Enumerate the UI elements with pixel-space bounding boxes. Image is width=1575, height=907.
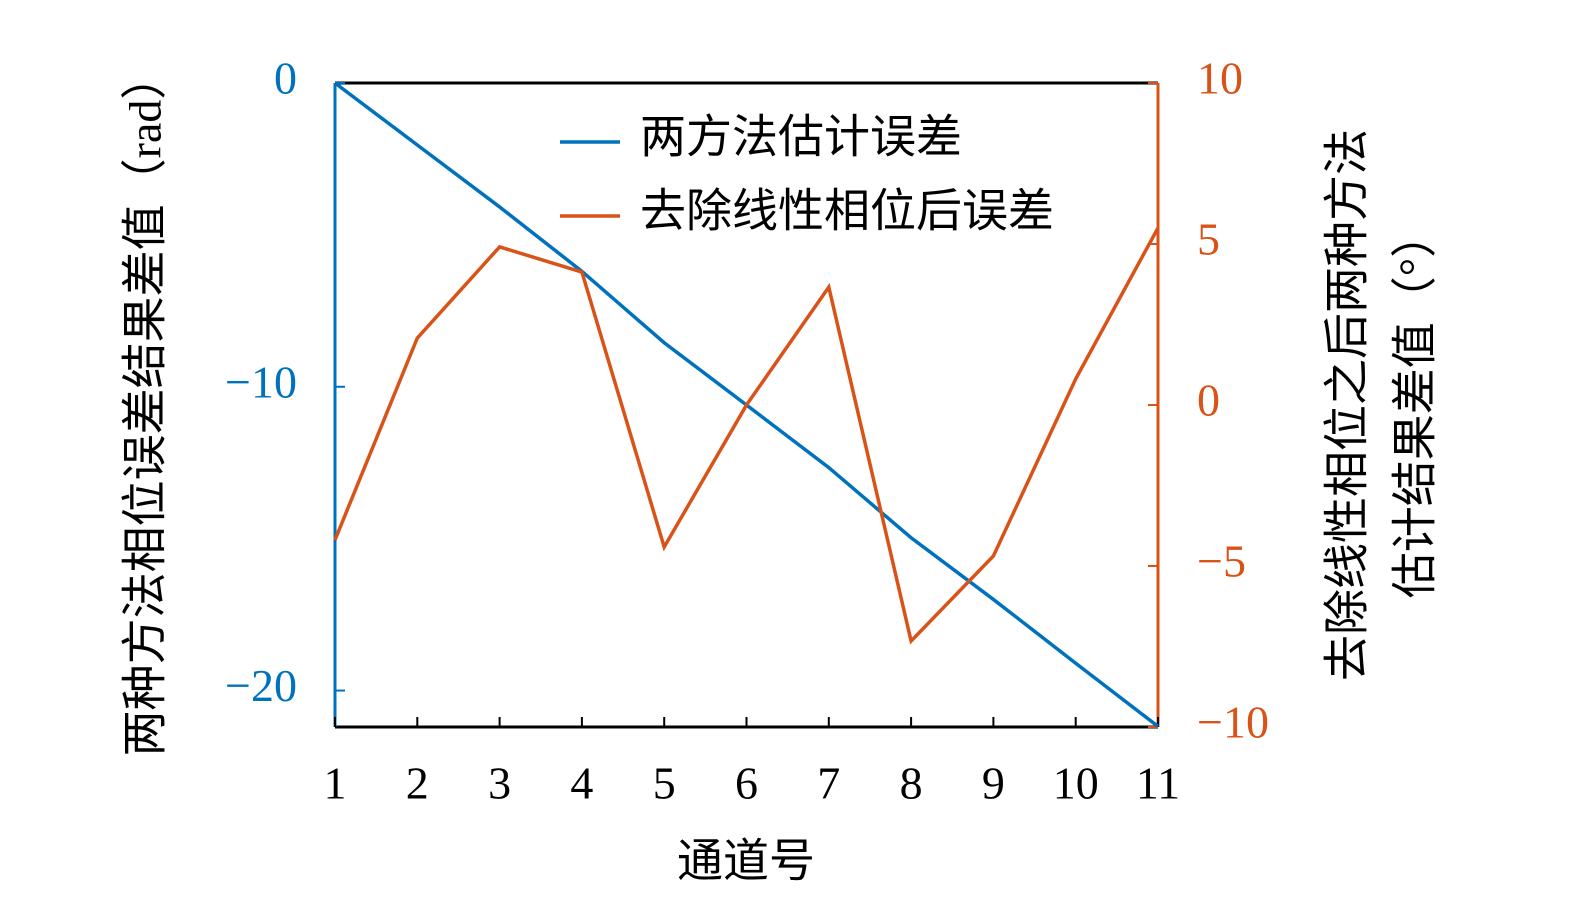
x-tick-label: 2 bbox=[406, 758, 429, 809]
y2-tick-label: −10 bbox=[1197, 697, 1269, 748]
y-tick-label: 0 bbox=[274, 53, 297, 104]
y2-axis-label: 估计结果差值（°） bbox=[1390, 212, 1441, 598]
legend-label: 去除线性相位后误差 bbox=[640, 186, 1054, 237]
x-tick-label: 8 bbox=[900, 758, 923, 809]
y-tick-label: −20 bbox=[225, 660, 297, 711]
y-axis-label: 两种方法相位误差结果差值（rad） bbox=[120, 54, 171, 757]
x-tick-label: 4 bbox=[570, 758, 593, 809]
x-tick-label: 6 bbox=[735, 758, 758, 809]
x-tick-label: 11 bbox=[1136, 758, 1180, 809]
x-axis-label: 通道号 bbox=[677, 836, 815, 887]
y2-tick-label: 0 bbox=[1197, 375, 1220, 426]
x-tick-label: 1 bbox=[324, 758, 347, 809]
x-tick-label: 7 bbox=[817, 758, 840, 809]
x-tick-label: 3 bbox=[488, 758, 511, 809]
y2-tick-label: −5 bbox=[1197, 536, 1246, 587]
x-tick-label: 9 bbox=[982, 758, 1005, 809]
x-tick-label: 5 bbox=[653, 758, 676, 809]
y-tick-label: −10 bbox=[225, 356, 297, 407]
y2-tick-label: 10 bbox=[1197, 53, 1243, 104]
y2-axis-label: 去除线性相位之后两种方法 bbox=[1322, 129, 1373, 681]
x-tick-label: 10 bbox=[1053, 758, 1099, 809]
y2-tick-label: 5 bbox=[1197, 214, 1220, 265]
line-series bbox=[333, 227, 1160, 645]
legend-label: 两方法估计误差 bbox=[640, 112, 962, 163]
